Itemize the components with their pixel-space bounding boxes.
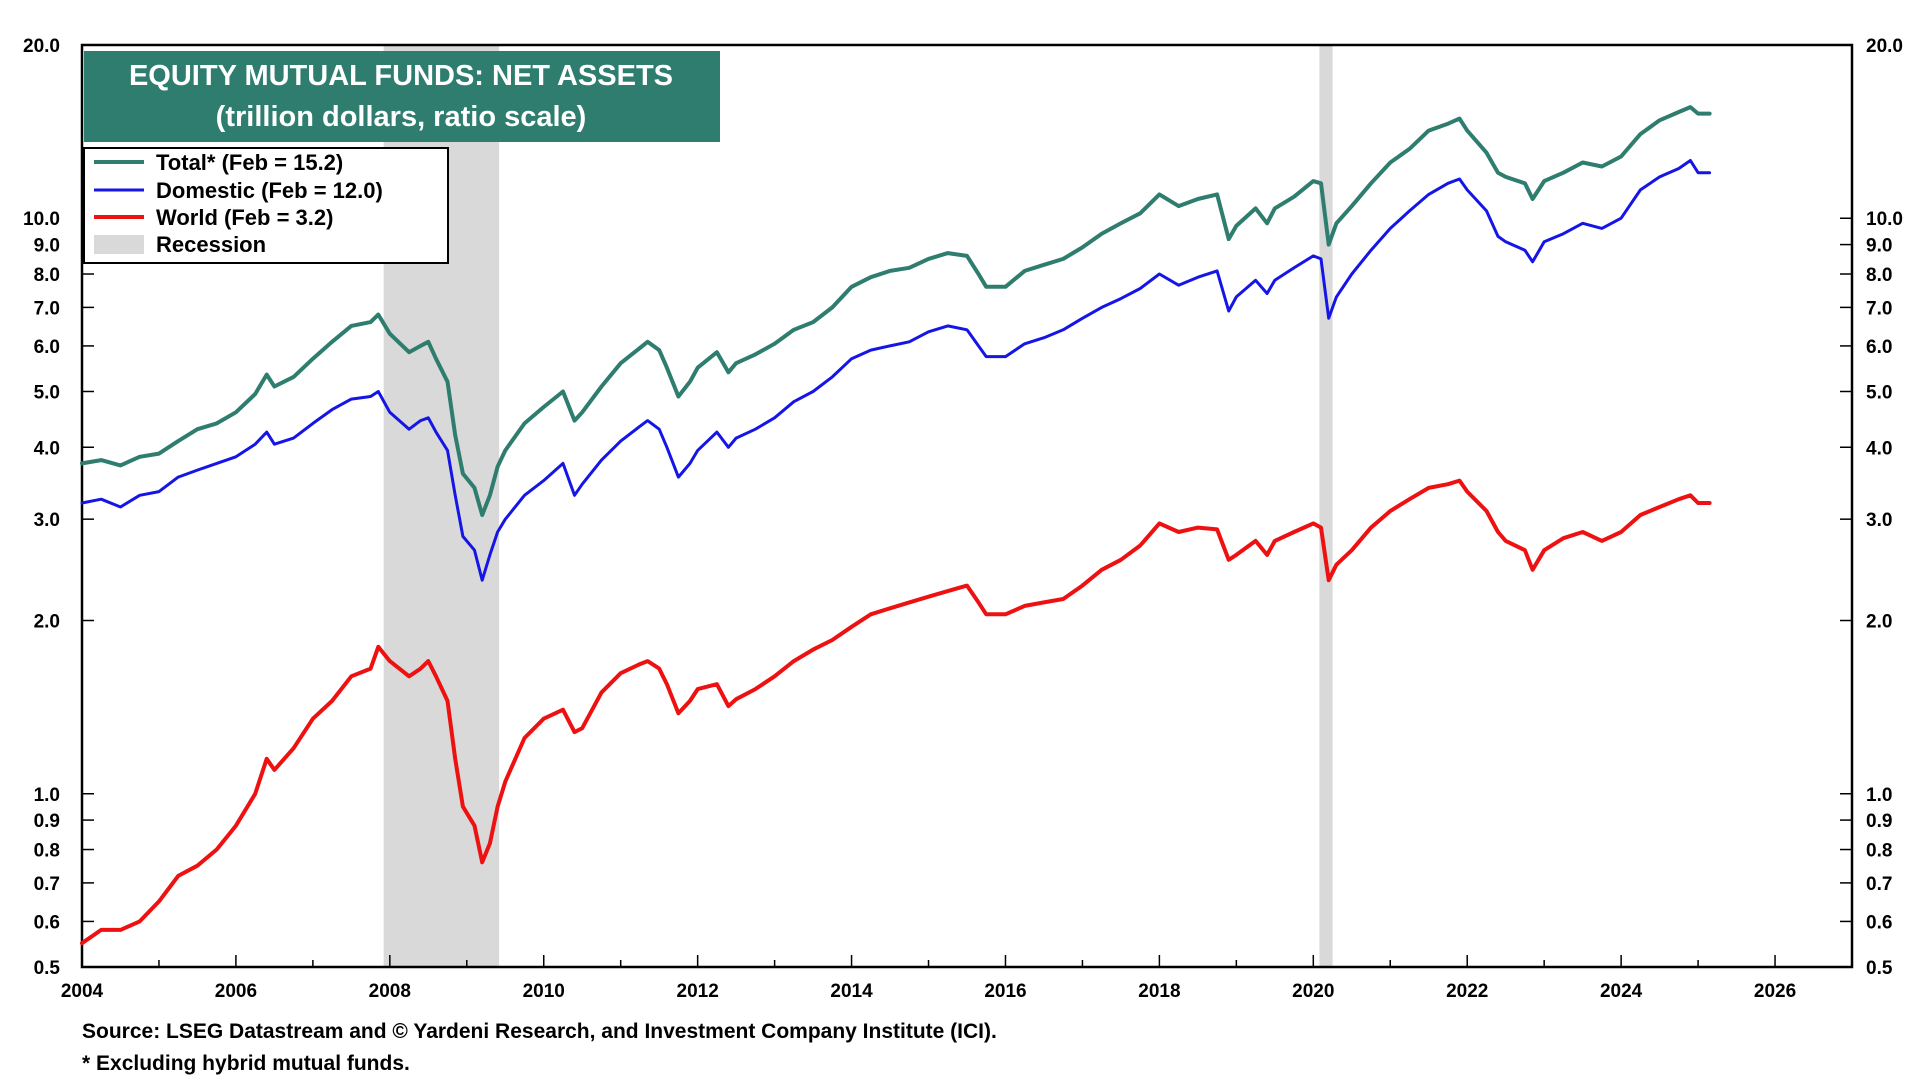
y-tick-label-left: 10.0: [23, 209, 60, 230]
x-tick-label: 2014: [830, 981, 873, 1002]
x-tick-label: 2016: [984, 981, 1026, 1002]
title-box-background: [84, 51, 720, 142]
y-tick-label-left: 9.0: [34, 236, 60, 257]
y-tick-label-left: 3.0: [34, 510, 60, 531]
y-tick-label-right: 7.0: [1866, 298, 1892, 319]
y-tick-label-left: 6.0: [34, 337, 60, 358]
series-line-world: [80, 478, 1712, 946]
y-tick-label-right: 4.0: [1866, 438, 1892, 459]
source-note: Source: LSEG Datastream and © Yardeni Re…: [82, 1020, 997, 1043]
x-tick-label: 2012: [677, 981, 719, 1002]
y-tick-label-right: 6.0: [1866, 337, 1892, 358]
x-tick-label: 2006: [215, 981, 257, 1002]
y-tick-label-right: 20.0: [1866, 36, 1903, 57]
x-tick-label: 2010: [523, 981, 565, 1002]
legend-label-domestic: Domestic (Feb = 12.0): [156, 178, 383, 203]
y-tick-label-left: 0.7: [34, 874, 60, 895]
y-tick-label-right: 10.0: [1866, 209, 1903, 230]
title-box: EQUITY MUTUAL FUNDS: NET ASSETS (trillio…: [84, 51, 720, 142]
y-tick-label-right: 3.0: [1866, 510, 1892, 531]
legend-swatch-recession: [94, 235, 144, 254]
x-tick-label: 2018: [1138, 981, 1180, 1002]
y-tick-label-left: 4.0: [34, 438, 60, 459]
recession-bands: [383, 45, 1333, 967]
y-tick-label-left: 5.0: [34, 382, 60, 403]
y-tick-label-left: 0.6: [34, 912, 60, 933]
legend: Total* (Feb = 15.2) Domestic (Feb = 12.0…: [83, 147, 449, 264]
chart-subtitle: (trillion dollars, ratio scale): [216, 101, 587, 133]
x-tick-label: 2024: [1600, 981, 1643, 1002]
x-tick-label: 2004: [61, 981, 104, 1002]
legend-box: [83, 147, 449, 264]
legend-label-total: Total* (Feb = 15.2): [156, 150, 343, 175]
y-tick-label-right: 8.0: [1866, 265, 1892, 286]
y-tick-label-left: 20.0: [23, 36, 60, 57]
series-line-domestic: [80, 159, 1712, 582]
y-tick-label-right: 9.0: [1866, 236, 1892, 257]
y-tick-label-right: 0.5: [1866, 958, 1893, 979]
y-tick-label-right: 5.0: [1866, 382, 1892, 403]
y-tick-label-left: 8.0: [34, 265, 60, 286]
y-tick-label-right: 0.7: [1866, 874, 1892, 895]
series-lines: [80, 105, 1712, 946]
y-tick-label-right: 0.8: [1866, 841, 1892, 862]
y-tick-label-left: 1.0: [34, 785, 60, 806]
y-tick-label-right: 0.6: [1866, 912, 1892, 933]
y-tick-label-left: 0.8: [34, 841, 60, 862]
y-tick-label-left: 7.0: [34, 298, 60, 319]
series-line-total: [80, 105, 1712, 517]
legend-label-world: World (Feb = 3.2): [156, 205, 333, 230]
y-tick-label-left: 2.0: [34, 612, 60, 633]
y-tick-label-left: 0.5: [34, 958, 61, 979]
x-tick-label: 2022: [1446, 981, 1488, 1002]
chart-title: EQUITY MUTUAL FUNDS: NET ASSETS: [129, 60, 673, 92]
plot-frame: [80, 43, 1854, 969]
y-tick-label-right: 0.9: [1866, 811, 1892, 832]
footnote: * Excluding hybrid mutual funds.: [82, 1052, 410, 1075]
x-tick-label: 2020: [1292, 981, 1334, 1002]
y-tick-label-right: 2.0: [1866, 612, 1892, 633]
legend-label-recession: Recession: [156, 232, 266, 257]
y-tick-label-left: 0.9: [34, 811, 60, 832]
x-tick-label: 2008: [369, 981, 411, 1002]
axis-ticks: 0.5 0.5 0.6 0.6 0.7 0.7 0.8 0.8 0.9 0.9 1.0 1.0 2.0 2…: [23, 36, 1903, 1002]
x-tick-label: 2026: [1754, 981, 1796, 1002]
y-tick-label-right: 1.0: [1866, 785, 1892, 806]
